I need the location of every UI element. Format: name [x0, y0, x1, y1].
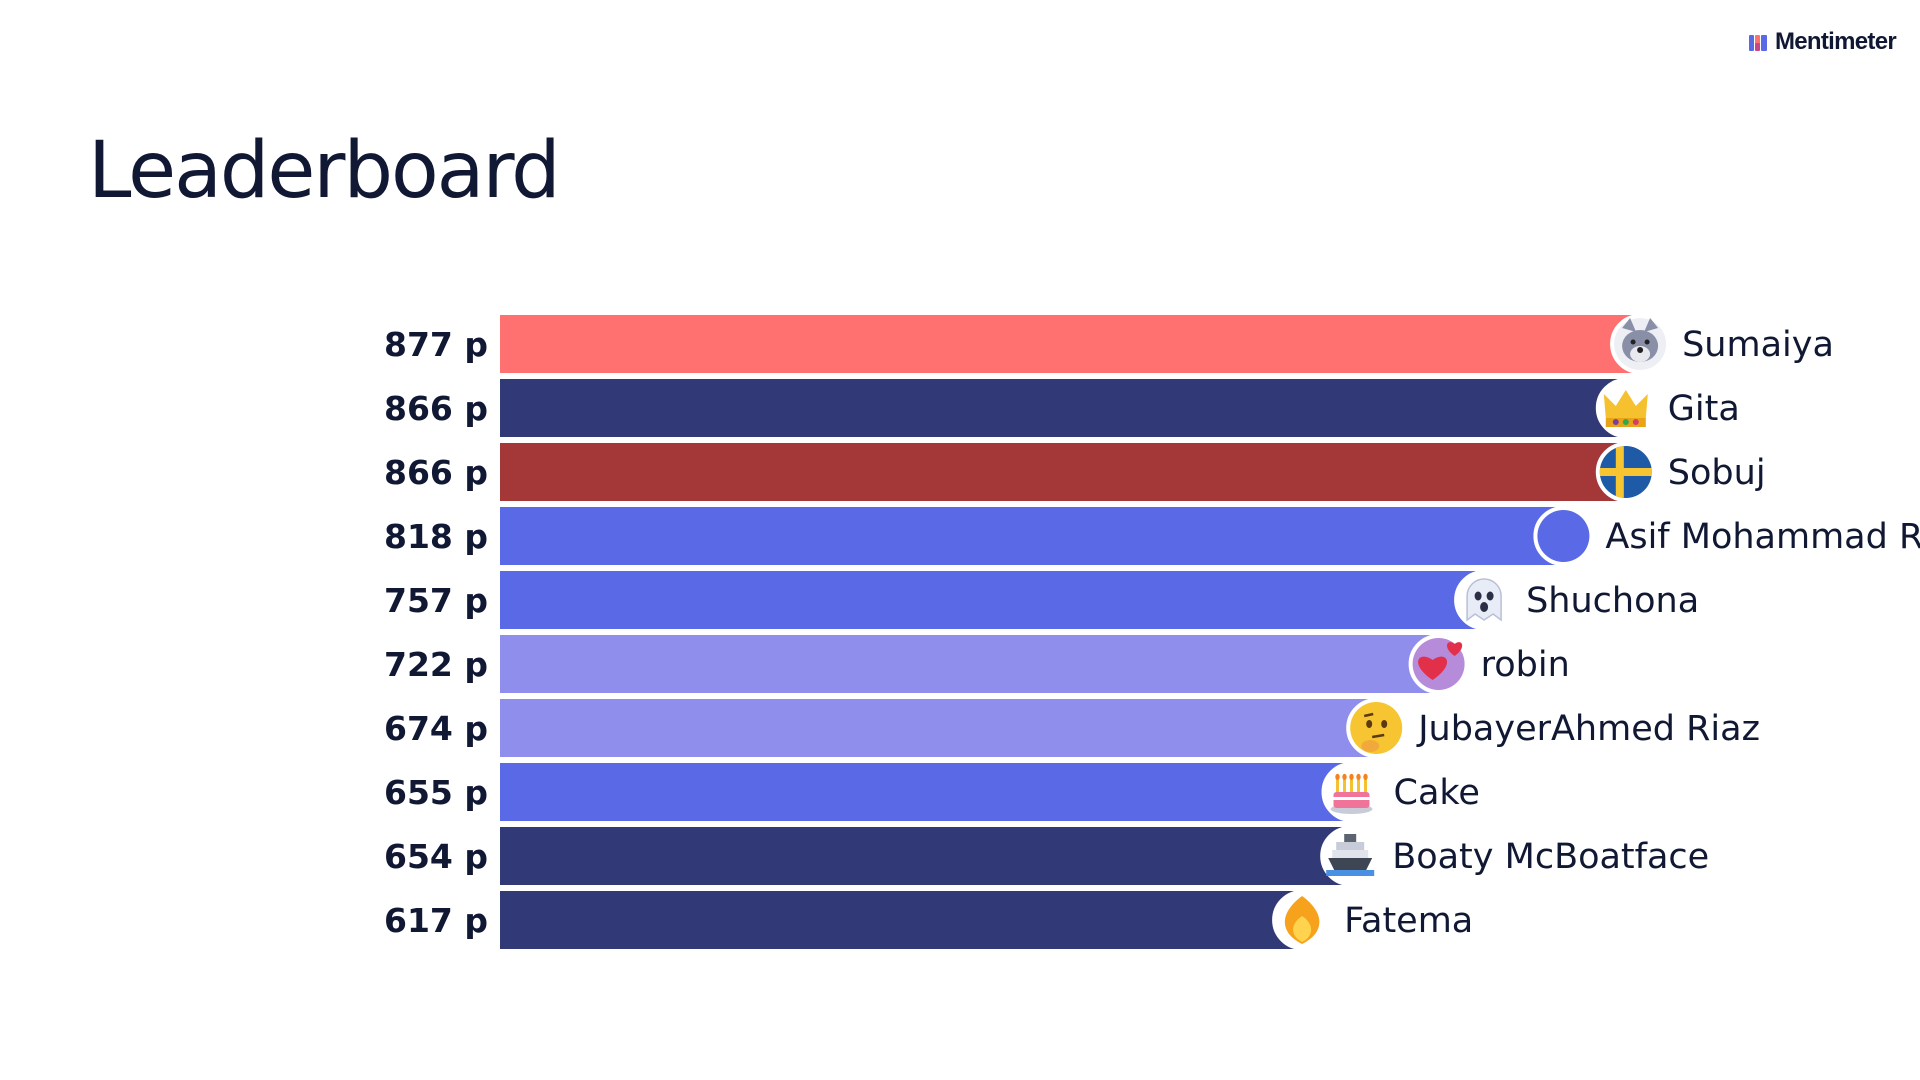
leaderboard-row: 757 p Shuchona — [384, 570, 1699, 630]
fire-icon — [1272, 890, 1333, 950]
participant-name: Boaty McBoatface — [1392, 837, 1709, 877]
score-label: 818 p — [384, 517, 488, 556]
flag-sweden-icon — [1595, 442, 1656, 502]
leaderboard-row: 674 p JubayerAhmed Riaz — [384, 698, 1760, 758]
score-bar — [500, 507, 1564, 565]
wolf-face-icon — [1610, 314, 1671, 374]
score-bar — [500, 443, 1626, 501]
leaderboard-row: 877 p Sumaiya — [384, 314, 1834, 374]
leaderboard-row: 866 p Gita — [384, 378, 1740, 438]
leaderboard-row: 654 p Boaty McBoatface — [384, 826, 1709, 886]
ship-icon — [1320, 826, 1381, 886]
crown-icon — [1595, 378, 1656, 438]
score-bar — [500, 571, 1485, 629]
participant-name: Shuchona — [1526, 581, 1699, 621]
leaderboard-row: 818 p Asif Mohammad Rakib — [384, 506, 1920, 566]
participant-name: Gita — [1668, 389, 1740, 429]
score-bar — [500, 699, 1377, 757]
brand-logo-group: Mentimeter — [1748, 28, 1897, 56]
participant-name: Sumaiya — [1682, 325, 1834, 365]
leaderboard-row: 722 p robin — [384, 634, 1570, 694]
score-label: 866 p — [384, 453, 488, 492]
leaderboard-row: 866 p Sobuj — [384, 442, 1766, 502]
score-bar — [500, 891, 1303, 949]
mentimeter-logo-icon — [1748, 35, 1767, 51]
score-bar — [500, 315, 1641, 373]
score-label: 674 p — [384, 709, 488, 748]
participant-name: robin — [1481, 645, 1570, 685]
score-label: 722 p — [384, 645, 488, 684]
two-hearts-icon — [1408, 634, 1469, 694]
leaderboard-row: 655 p Cake — [384, 762, 1480, 822]
score-bar — [500, 379, 1626, 437]
participant-name: Cake — [1394, 773, 1480, 813]
participant-name: Asif Mohammad Rakib — [1605, 517, 1920, 557]
brand-name: Mentimeter — [1774, 28, 1897, 55]
score-label: 617 p — [384, 901, 488, 940]
score-label: 757 p — [384, 581, 488, 620]
participant-name: Fatema — [1344, 901, 1473, 941]
plain-circle-icon — [1533, 506, 1594, 566]
participant-name: Sobuj — [1668, 453, 1766, 493]
leaderboard-row: 617 p Fatema — [384, 890, 1473, 950]
score-bar — [500, 635, 1439, 693]
score-label: 655 p — [384, 773, 488, 812]
ghost-icon — [1454, 570, 1515, 630]
score-label: 866 p — [384, 389, 488, 428]
score-bar — [500, 763, 1352, 821]
score-bar — [500, 827, 1351, 885]
participant-name: JubayerAhmed Riaz — [1416, 709, 1760, 749]
page-title: Leaderboard — [88, 126, 561, 216]
score-label: 654 p — [384, 837, 488, 876]
score-label: 877 p — [384, 325, 488, 364]
thinking-face-icon — [1346, 698, 1407, 758]
birthday-cake-icon — [1321, 762, 1382, 822]
